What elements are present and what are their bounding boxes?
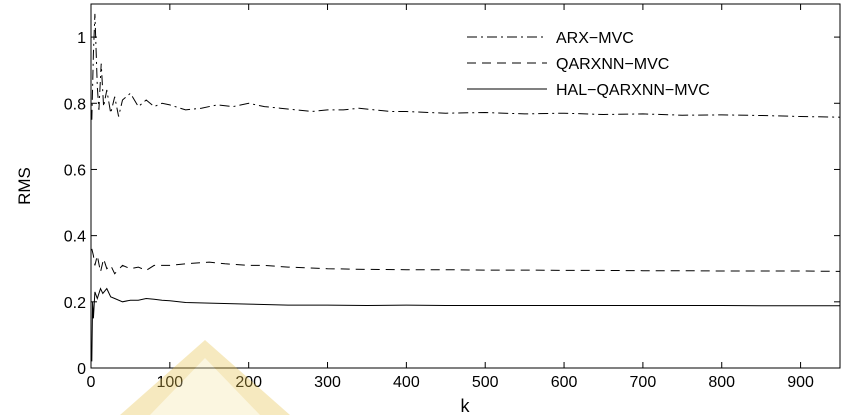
series-line-3 bbox=[91, 287, 840, 362]
y-axis-label: RMS bbox=[15, 167, 34, 205]
y-tick-label: 0.8 bbox=[64, 96, 86, 113]
y-tick-label: 0.6 bbox=[64, 162, 86, 179]
x-tick-label: 200 bbox=[235, 374, 262, 391]
legend-label-1: ARX−MVC bbox=[556, 30, 634, 47]
x-tick-label: 100 bbox=[156, 374, 183, 391]
series-line-1 bbox=[91, 13, 841, 120]
watermark-logo bbox=[120, 340, 290, 415]
x-tick-label: 900 bbox=[787, 374, 814, 391]
y-tick-label: 1 bbox=[77, 30, 86, 47]
x-tick-label: 300 bbox=[314, 374, 341, 391]
tick-layer: 0 100 200 300 400 500 600 700 800 900 0 0.2 0.4 0.6 0.… bbox=[64, 4, 840, 391]
y-tick-label: 0 bbox=[77, 361, 86, 378]
plot-area bbox=[90, 3, 841, 369]
x-axis-label: k bbox=[461, 396, 471, 415]
x-tick-label: 400 bbox=[393, 374, 420, 391]
series-line-2 bbox=[91, 248, 841, 275]
x-tick-label: 600 bbox=[551, 374, 578, 391]
x-tick-label: 800 bbox=[708, 374, 735, 391]
legend-label-3: HAL−QARXNN−MVC bbox=[556, 82, 710, 99]
y-tick-label: 0.4 bbox=[64, 229, 86, 246]
legend: ARX−MVC QARXNN−MVC HAL−QARXNN−MVC bbox=[467, 30, 710, 99]
x-tick-label: 0 bbox=[87, 374, 96, 391]
y-tick-label: 0.2 bbox=[64, 295, 86, 312]
x-tick-label: 500 bbox=[472, 374, 499, 391]
x-tick-label: 700 bbox=[630, 374, 657, 391]
legend-label-2: QARXNN−MVC bbox=[556, 56, 669, 73]
series-layer bbox=[91, 13, 841, 362]
